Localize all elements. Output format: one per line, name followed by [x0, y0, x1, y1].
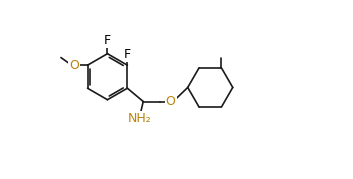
- Text: O: O: [166, 95, 175, 108]
- Text: F: F: [104, 34, 111, 47]
- Text: F: F: [124, 48, 131, 61]
- Text: NH₂: NH₂: [127, 112, 151, 125]
- Text: O: O: [69, 59, 79, 72]
